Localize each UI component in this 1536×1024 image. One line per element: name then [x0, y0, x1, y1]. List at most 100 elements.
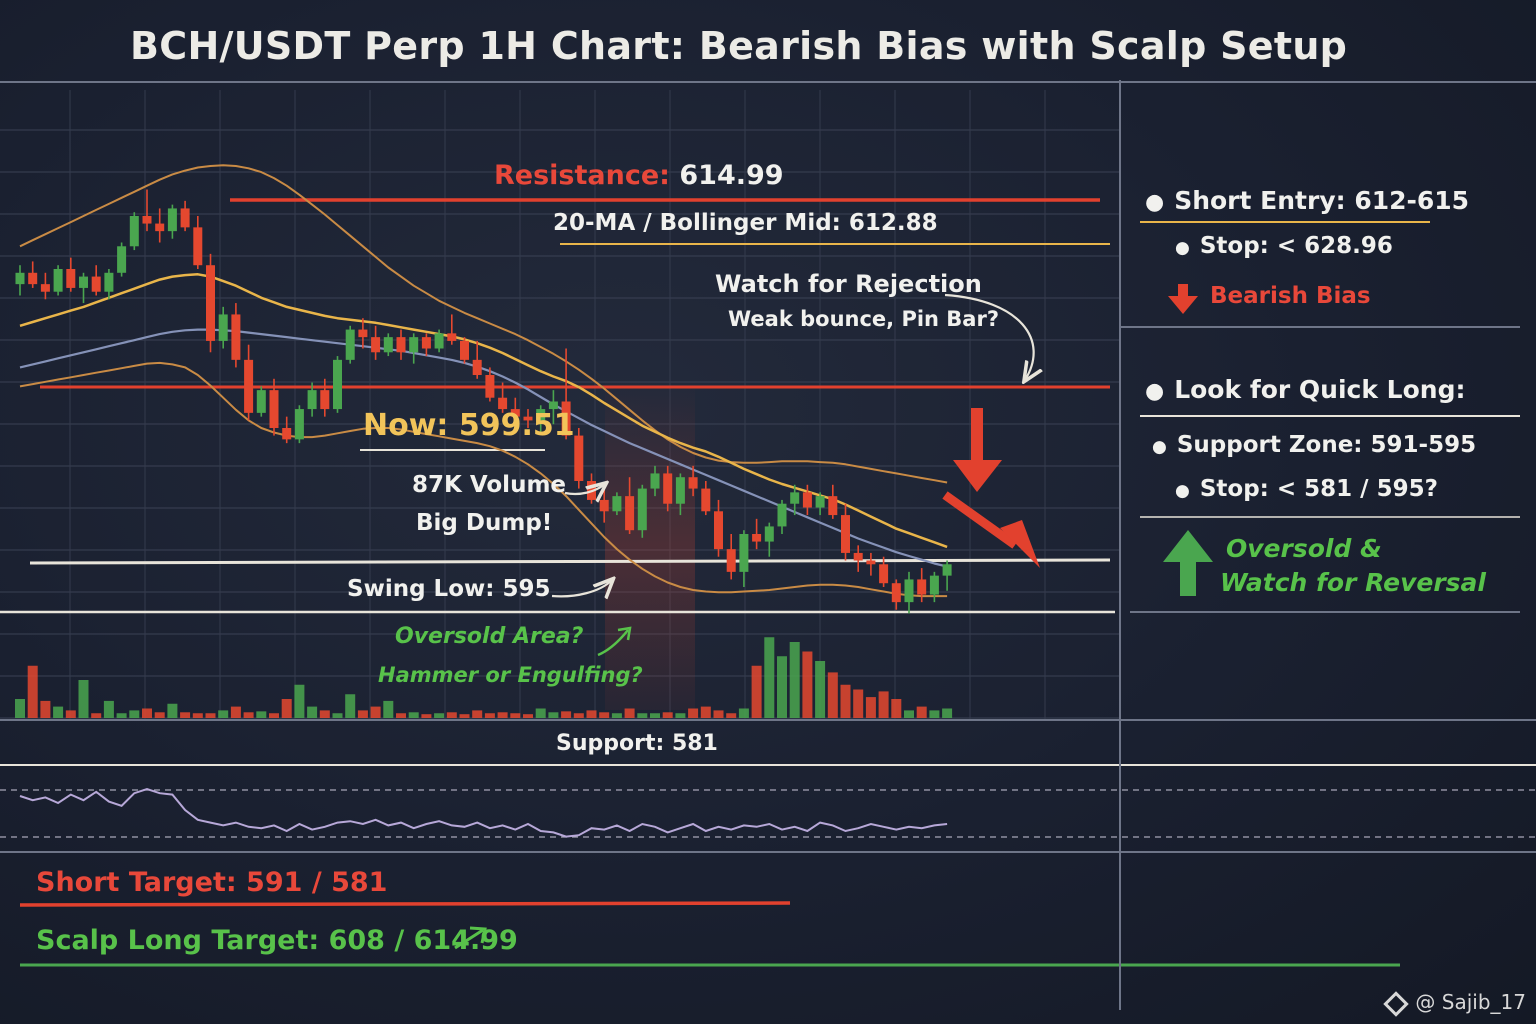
watermark-text: @ Sajib_17: [1415, 990, 1526, 1014]
candle-body: [853, 552, 863, 561]
candle-body: [383, 337, 393, 353]
volume-bar: [929, 710, 940, 718]
volume-bar: [751, 665, 762, 718]
short-target-label: Short Target: 591 / 581: [36, 867, 388, 898]
dump-highlight: [605, 380, 695, 710]
volume-bar: [726, 713, 737, 718]
volume-bar: [396, 713, 406, 718]
candle-body: [688, 477, 698, 489]
candle-body: [891, 583, 901, 603]
volume-bar: [624, 708, 635, 718]
bullet-icon: ●: [1145, 190, 1165, 215]
candle-body: [498, 397, 508, 410]
bearish-bias-label: Bearish Bias: [1210, 283, 1371, 309]
swing-low-line: [29, 558, 1111, 565]
bollinger-lower-line: [19, 361, 948, 598]
volume-bar: [357, 710, 368, 718]
stop-long-text: Stop: < 581 / 595?: [1199, 476, 1438, 502]
resistance-word: Resistance:: [494, 160, 670, 191]
candle-body: [841, 515, 850, 553]
candle-body: [91, 276, 101, 292]
candle-body: [904, 579, 914, 603]
volume-bar: [27, 665, 38, 718]
candle-body: [472, 359, 482, 375]
candle-body: [117, 246, 127, 273]
indicator-lines: [19, 164, 948, 598]
volume-bar: [319, 710, 330, 718]
candle-body: [28, 272, 38, 285]
candle-body: [345, 329, 355, 360]
volume-bar: [192, 713, 203, 718]
volume-bar: [78, 680, 89, 718]
volume-bar: [827, 672, 838, 718]
candle-body: [142, 216, 152, 224]
candle-body: [701, 488, 711, 512]
stop-short-item: ● Stop: < 628.96: [1175, 233, 1393, 259]
candle-body: [752, 534, 762, 542]
volume-bar: [345, 694, 356, 718]
volume-bar: [370, 706, 381, 718]
candle-body: [155, 223, 165, 232]
candle-body: [40, 284, 50, 292]
candle-body: [548, 401, 558, 410]
volume-bar: [53, 706, 64, 718]
hammer-label: Hammer or Engulfing?: [378, 663, 643, 687]
big-dump-label: Big Dump!: [416, 510, 553, 536]
candle-body: [917, 579, 927, 595]
candle-body: [536, 409, 546, 421]
volume-bars: [15, 637, 953, 718]
candle-body: [739, 534, 749, 572]
volume-bar: [878, 691, 889, 718]
volume-bar: [738, 708, 749, 718]
volume-bar: [637, 713, 648, 718]
candle-body: [358, 329, 368, 338]
quick-long-item: ● Look for Quick Long:: [1145, 375, 1465, 404]
bullet-icon: ●: [1175, 238, 1190, 258]
chart-title: BCH/USDT Perp 1H Chart: Bearish Bias wit…: [130, 24, 1348, 68]
volume-bar: [116, 713, 127, 718]
volume-bar: [65, 710, 76, 718]
candle-body: [942, 564, 952, 576]
chart-grid: [0, 90, 1120, 720]
candle-body: [231, 314, 241, 360]
swing-low-arrow: [551, 580, 612, 596]
resistance-value: 614.99: [679, 160, 784, 191]
candle-body: [599, 499, 609, 512]
volume-label: 87K Volume: [412, 472, 567, 498]
scalp-long-target-label: Scalp Long Target: 608 / 614.99: [36, 925, 518, 956]
volume-bar: [421, 714, 432, 718]
volume-bar: [777, 656, 787, 718]
volume-bar: [675, 713, 686, 718]
candle-body: [15, 272, 25, 285]
oversold-arrow: [597, 629, 629, 657]
candle-body: [206, 265, 215, 341]
candle-body: [193, 227, 203, 266]
bullish-arrow-icon: [1163, 530, 1213, 596]
volume-bar: [510, 713, 521, 718]
volume-bar: [688, 708, 699, 718]
candle-body: [764, 526, 774, 542]
volume-bar: [865, 697, 876, 718]
binance-logo-icon: [1383, 990, 1410, 1017]
volume-bar: [840, 684, 851, 718]
volume-bar: [561, 711, 572, 718]
volume-bar: [167, 703, 178, 718]
volume-bar: [154, 712, 165, 718]
volume-bar: [332, 713, 343, 718]
candle-body: [637, 488, 647, 531]
candle-body: [421, 337, 431, 349]
candle-body: [866, 560, 876, 565]
bollinger-upper-line: [19, 164, 948, 484]
volume-bar: [573, 713, 584, 718]
volume-bar: [700, 706, 711, 718]
candle-body: [294, 409, 304, 440]
short-entry-item: ● Short Entry: 612-615: [1145, 186, 1469, 215]
volume-bar: [103, 700, 114, 718]
candle-body: [371, 337, 381, 353]
short-entry-text: Short Entry: 612-615: [1174, 186, 1470, 215]
volume-bar: [15, 699, 25, 718]
volume-bar: [230, 706, 241, 718]
weak-bounce-label: Weak bounce, Pin Bar?: [728, 307, 1000, 331]
candle-body: [129, 216, 139, 247]
